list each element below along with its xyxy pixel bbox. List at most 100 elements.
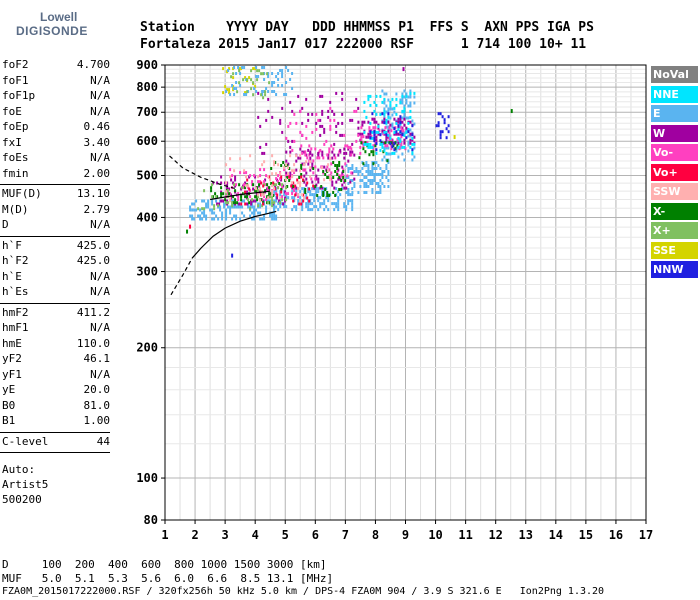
param-row: B1 1.00: [2, 414, 110, 429]
echo-pixel: [371, 136, 374, 140]
echo-pixel: [281, 75, 284, 78]
echo-pixel: [293, 169, 296, 173]
echo-pixel: [409, 145, 412, 149]
echo-pixel: [335, 91, 338, 95]
echo-pixel: [381, 100, 384, 104]
echo-pixel: [383, 185, 386, 188]
echo-pixel: [357, 106, 360, 110]
echo-pixel: [333, 186, 336, 190]
echo-pixel: [229, 199, 232, 203]
echo-pixel: [361, 179, 364, 182]
echo-pixel: [222, 192, 225, 196]
echo-pixel: [319, 118, 322, 122]
echo-pixel: [315, 174, 318, 178]
echo-pixel: [211, 208, 214, 212]
echo-pixel: [369, 94, 372, 98]
echo-pixel: [213, 207, 216, 211]
param-name: yE: [2, 383, 16, 396]
echo-pixel: [347, 147, 350, 151]
echo-pixel: [269, 214, 272, 218]
echo-pixel: [226, 88, 229, 92]
echo-pixel: [257, 211, 260, 215]
echo-pixel: [329, 175, 332, 179]
echo-pixel: [381, 158, 384, 162]
echo-pixel: [362, 162, 365, 166]
echo-pixel: [259, 180, 262, 184]
echo-pixel: [411, 119, 414, 123]
echo-pixel: [375, 148, 378, 152]
echo-pixel: [229, 168, 232, 172]
echo-pixel: [260, 93, 263, 97]
echo-pixel: [285, 93, 288, 96]
echo-pixel: [375, 182, 378, 185]
echo-pixel: [271, 190, 274, 194]
echo-pixel: [317, 118, 320, 122]
footer-distance-row: D 100 200 400 600 800 1000 1500 3000 [km…: [2, 558, 327, 571]
param-row: h`E N/A: [2, 270, 110, 285]
echo-pixel: [342, 174, 345, 178]
echo-pixel: [347, 191, 350, 194]
param-row: hmF2 411.2: [2, 306, 110, 321]
echo-pixel: [379, 179, 382, 182]
echo-pixel: [403, 117, 406, 121]
echo-point: [231, 253, 234, 258]
echo-pixel: [386, 159, 389, 163]
echo-pixel: [304, 153, 307, 157]
x-tick-label: 12: [488, 528, 502, 542]
echo-pixel: [388, 126, 391, 130]
echo-pixel: [332, 176, 335, 179]
echo-pixel: [305, 205, 308, 209]
echo-pixel: [345, 205, 348, 209]
echo-pixel: [300, 173, 303, 176]
echo-pixel: [383, 107, 386, 111]
echo-pixel: [211, 195, 214, 199]
echo-pixel: [324, 173, 327, 176]
echo-pixel: [287, 172, 290, 176]
echo-pixel: [375, 173, 378, 176]
echo-pixel: [379, 185, 382, 188]
echo-pixel: [219, 208, 222, 212]
echo-pixel: [355, 109, 358, 113]
echo-pixel: [384, 126, 387, 130]
echo-pixel: [255, 75, 258, 78]
echo-pixel: [239, 217, 242, 221]
echo-pixel: [369, 182, 372, 185]
echo-pixel: [212, 181, 215, 185]
echo-pixel: [277, 186, 280, 190]
echo-pixel: [244, 202, 247, 206]
echo-pixel: [193, 217, 196, 221]
echo-pixel: [317, 151, 320, 155]
echo-pixel: [250, 69, 253, 73]
echo-pixel: [372, 144, 375, 148]
echo-pixel: [305, 193, 308, 197]
echo-pixel: [294, 193, 297, 197]
echo-pixel: [259, 168, 262, 172]
param-row: foF2 4.700: [2, 58, 110, 73]
param-name: foEp: [2, 120, 29, 133]
echo-pixel: [281, 72, 284, 75]
echo-pixel: [365, 161, 368, 164]
echo-pixel: [281, 186, 284, 190]
x-tick-label: 5: [282, 528, 289, 542]
param-row: fxI 3.40: [2, 136, 110, 151]
echo-pixel: [353, 153, 356, 157]
echo-pixel: [375, 135, 378, 139]
echo-pixel: [321, 166, 324, 170]
echo-pixel: [339, 193, 342, 197]
echo-pixel: [258, 69, 261, 73]
echo-pixel: [409, 109, 412, 113]
echo-pixel: [231, 204, 234, 208]
echo-pixel: [302, 193, 305, 197]
echo-pixel: [279, 121, 282, 125]
echo-pixel: [375, 138, 378, 142]
echo-pixel: [256, 69, 259, 73]
echo-pixel: [195, 199, 198, 203]
echo-pixel: [395, 149, 398, 153]
echo-pixel: [437, 112, 440, 116]
echo-pixel: [231, 174, 234, 178]
echo-pixel: [347, 170, 350, 173]
echo-pixel: [261, 193, 264, 197]
echo-pixel: [311, 162, 314, 166]
echo-pixel: [371, 112, 374, 116]
echo-pixel: [371, 145, 374, 149]
